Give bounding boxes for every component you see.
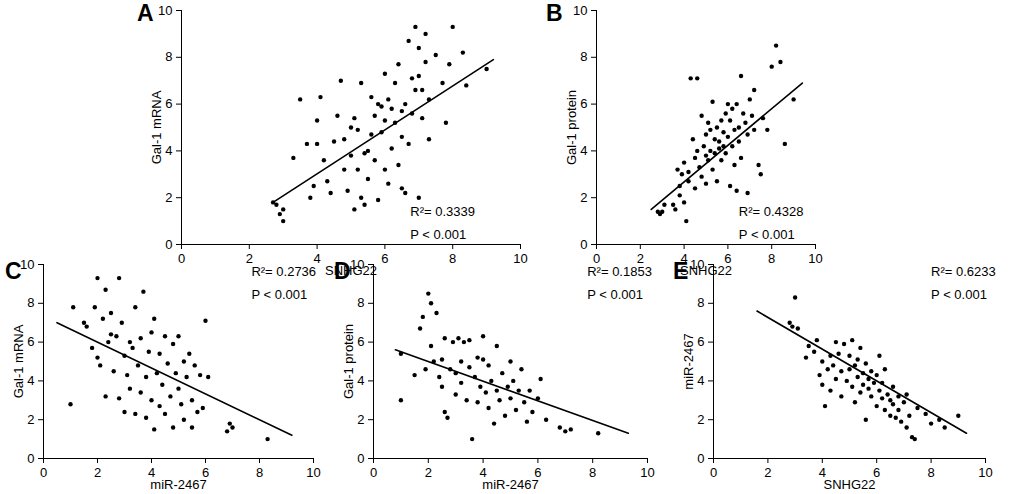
svg-text:10: 10 xyxy=(978,465,992,480)
svg-text:10: 10 xyxy=(640,465,654,480)
svg-text:4: 4 xyxy=(697,373,704,388)
svg-text:6: 6 xyxy=(357,334,364,349)
svg-text:0: 0 xyxy=(357,451,364,466)
svg-text:8: 8 xyxy=(697,295,704,310)
svg-text:0: 0 xyxy=(580,237,587,252)
svg-text:P < 0.001: P < 0.001 xyxy=(251,287,307,302)
svg-text:6: 6 xyxy=(697,334,704,349)
svg-text:0: 0 xyxy=(40,465,47,480)
svg-text:P < 0.001: P < 0.001 xyxy=(587,287,643,302)
svg-text:2: 2 xyxy=(357,412,364,427)
svg-text:0: 0 xyxy=(27,451,34,466)
svg-text:8: 8 xyxy=(768,251,775,266)
svg-text:2: 2 xyxy=(27,412,34,427)
svg-text:R²= 0.4328: R²= 0.4328 xyxy=(739,204,804,219)
svg-text:10: 10 xyxy=(573,3,587,18)
svg-text:Gal-1 mRNA: Gal-1 mRNA xyxy=(149,90,164,164)
svg-text:0: 0 xyxy=(697,451,704,466)
svg-text:6: 6 xyxy=(27,334,34,349)
svg-text:2: 2 xyxy=(425,465,432,480)
svg-text:8: 8 xyxy=(256,465,263,480)
svg-text:R²= 0.6233: R²= 0.6233 xyxy=(931,264,996,279)
svg-text:2: 2 xyxy=(764,465,771,480)
svg-text:P < 0.001: P < 0.001 xyxy=(410,227,466,242)
svg-text:8: 8 xyxy=(357,295,364,310)
svg-text:8: 8 xyxy=(580,49,587,64)
svg-text:8: 8 xyxy=(27,295,34,310)
svg-text:R²= 0.3339: R²= 0.3339 xyxy=(410,204,475,219)
svg-text:miR-2467: miR-2467 xyxy=(482,477,538,492)
svg-text:8: 8 xyxy=(927,465,934,480)
svg-text:8: 8 xyxy=(165,49,172,64)
svg-text:6: 6 xyxy=(165,96,172,111)
svg-text:10: 10 xyxy=(20,257,34,272)
svg-text:0: 0 xyxy=(370,465,377,480)
svg-text:10: 10 xyxy=(158,3,172,18)
svg-text:10: 10 xyxy=(350,257,364,272)
svg-text:6: 6 xyxy=(381,251,388,266)
svg-text:Gal-1 protein: Gal-1 protein xyxy=(341,324,356,399)
svg-text:4: 4 xyxy=(580,143,587,158)
svg-text:0: 0 xyxy=(710,465,717,480)
svg-text:R²= 0.2736: R²= 0.2736 xyxy=(251,264,316,279)
svg-text:4: 4 xyxy=(165,143,172,158)
svg-text:8: 8 xyxy=(589,465,596,480)
svg-text:P < 0.001: P < 0.001 xyxy=(739,227,795,242)
svg-text:6: 6 xyxy=(580,96,587,111)
svg-text:2: 2 xyxy=(697,412,704,427)
svg-text:10: 10 xyxy=(808,251,822,266)
svg-text:P < 0.001: P < 0.001 xyxy=(931,287,987,302)
svg-text:R²= 0.1853: R²= 0.1853 xyxy=(587,264,652,279)
svg-text:miR-2467: miR-2467 xyxy=(150,477,206,492)
svg-text:Gal-1 protein: Gal-1 protein xyxy=(564,90,579,165)
svg-text:10: 10 xyxy=(306,465,320,480)
svg-text:SNHG22: SNHG22 xyxy=(823,477,875,492)
svg-text:4: 4 xyxy=(357,373,364,388)
svg-text:10: 10 xyxy=(690,257,704,272)
svg-text:8: 8 xyxy=(449,251,456,266)
svg-text:2: 2 xyxy=(580,190,587,205)
svg-text:0: 0 xyxy=(178,251,185,266)
svg-text:4: 4 xyxy=(27,373,34,388)
svg-text:2: 2 xyxy=(165,190,172,205)
svg-text:miR-2467: miR-2467 xyxy=(681,333,696,389)
svg-text:10: 10 xyxy=(513,251,527,266)
svg-text:0: 0 xyxy=(165,237,172,252)
svg-text:2: 2 xyxy=(94,465,101,480)
svg-text:Gal-1 mRNA: Gal-1 mRNA xyxy=(11,324,26,398)
